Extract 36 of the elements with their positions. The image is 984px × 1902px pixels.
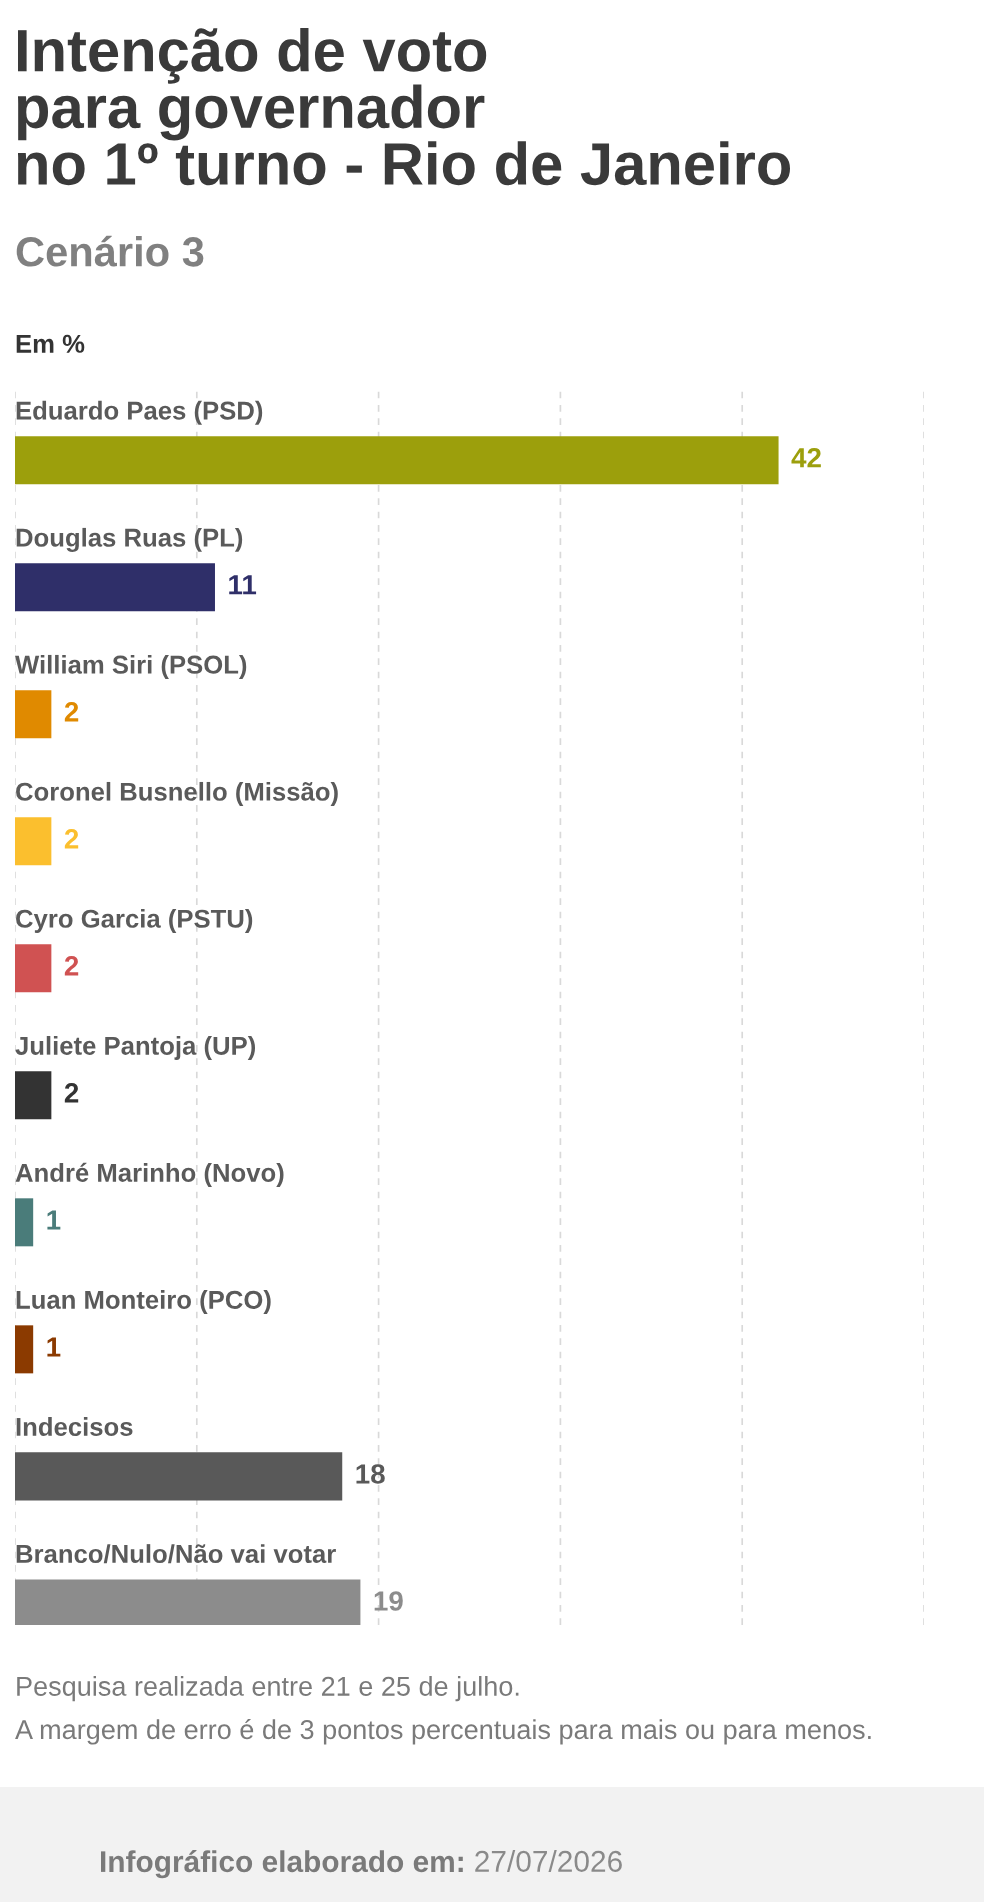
bar [15, 1452, 343, 1501]
data-label: 2 [64, 1083, 79, 1103]
data-label: 11 [229, 575, 257, 595]
data-label: 1 [47, 1210, 61, 1230]
bar [15, 944, 52, 993]
y-tick-label: Coronel Busnello (Missão) [16, 781, 338, 806]
bar [15, 563, 215, 612]
bar [15, 1198, 34, 1247]
bar [15, 1071, 52, 1120]
y-tick-label: Luan Monteiro (PCO) [16, 1290, 271, 1315]
text: Pesquisa realizada entre 21 e 25 de julho. [17, 1676, 519, 1702]
data-label: 2 [64, 701, 79, 722]
y-tick-label: Eduardo Paes (PSD) [16, 400, 263, 425]
text: Infográfico elaborado em: [101, 1850, 463, 1879]
data-label: 18 [356, 1464, 385, 1484]
text: A margem de erro é de 3 pontos percentuais para mais ou para menos. [15, 1719, 871, 1745]
y-tick-label: Douglas Ruas (PL) [16, 527, 243, 552]
y-tick-label: André Marinho (Novo) [15, 1162, 284, 1187]
chart-title: Intenção de voto para governador no 1º turno - Rio de Janeiro [17, 28, 791, 186]
chart-subtitle: Cenário 3 [16, 235, 204, 267]
bar [15, 1325, 34, 1374]
data-label: 1 [47, 1337, 61, 1357]
y-tick-label: Cyro Garcia (PSTU) [16, 908, 253, 933]
text: 27/07/2026 [475, 1850, 622, 1872]
data-label: 19 [374, 1591, 403, 1611]
data-label: 2 [64, 956, 79, 976]
y-tick-label: Juliete Pantoja (UP) [15, 1036, 256, 1060]
bar [15, 817, 52, 866]
y-tick-label: Branco/Nulo/Não vai votar [16, 1544, 336, 1564]
bar [15, 690, 52, 739]
y-tick-label: Indecisos [16, 1417, 133, 1436]
data-label: 2 [64, 829, 79, 849]
y-tick-label: William Siri (PSOL) [15, 654, 247, 679]
data-label: 42 [791, 447, 821, 468]
x-axis-title: Em % [16, 334, 85, 353]
bar [15, 436, 779, 485]
